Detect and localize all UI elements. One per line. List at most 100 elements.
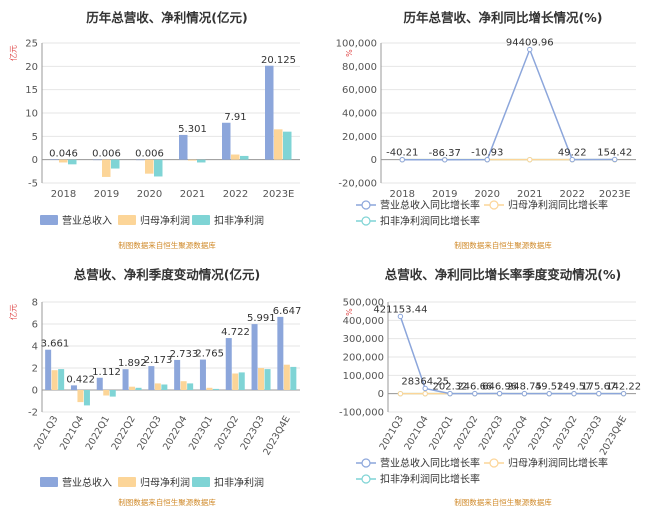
data-label: 154.42 <box>597 147 632 158</box>
x-tick-label: 2023E <box>263 189 295 200</box>
legend-swatch <box>118 215 136 225</box>
annual-growth-rate-chart: 历年总营收、净利同比增长情况(%)% 制图数据来自恒生聚源数据库 -20,000 0 2… <box>336 10 636 250</box>
series-line <box>399 316 624 395</box>
bar <box>265 65 274 160</box>
point <box>527 46 533 53</box>
x-tick-label: 2018 <box>51 189 76 200</box>
data-label: 0.006 <box>92 149 121 160</box>
legend-swatch <box>192 215 210 225</box>
x-tick-label: 2023Q3 <box>239 414 267 452</box>
x-tick-label: 2020 <box>475 189 500 200</box>
bar <box>77 390 84 403</box>
quarterly-growth-rate-chart: 总营收、净利同比增长率季度变动情况(%)% 制图数据来自恒生聚源数据库 -100,0… <box>339 267 641 507</box>
bar <box>70 385 77 390</box>
y-tick-label: 60,000 <box>342 85 377 96</box>
y-tick-label: 100,000 <box>336 39 377 50</box>
point <box>612 156 618 163</box>
y-tick-label: 200,000 <box>343 353 384 364</box>
y-tick-label: 0 <box>32 155 38 166</box>
bar <box>45 349 52 390</box>
data-label: 94409.96 <box>506 38 554 49</box>
chart-title: 总营收、净利季度变动情况(亿元) <box>74 267 260 282</box>
x-tick-label: 2021 <box>517 189 542 200</box>
legend-label: 归母净利润同比增长率 <box>508 199 608 212</box>
x-tick-label: 2022Q2 <box>110 414 138 452</box>
x-tick-label: 2022Q4 <box>161 414 189 452</box>
x-tick-label: 2018 <box>390 189 415 200</box>
bar <box>58 369 65 390</box>
unit-label: % <box>345 49 354 57</box>
data-label: 0.046 <box>49 148 78 159</box>
bar <box>240 155 249 160</box>
data-label: 248.75 <box>507 382 542 393</box>
legend-label: 扣非净利润 <box>214 476 264 489</box>
legend-label: 归母净利润同比增长率 <box>508 457 608 470</box>
unit-label: % <box>345 308 354 316</box>
source-note: 制图数据来自恒生聚源数据库 <box>454 497 552 507</box>
data-label: 175.67 <box>581 382 616 393</box>
legend-label: 营业总收入 <box>62 214 112 227</box>
x-tick-label: 2019 <box>432 189 457 200</box>
point <box>422 385 428 392</box>
bar <box>122 369 129 390</box>
data-label: 142.22 <box>606 382 641 393</box>
bar <box>187 383 194 390</box>
data-label: 1.112 <box>92 367 121 378</box>
point <box>397 390 404 397</box>
bar <box>222 122 231 160</box>
legend-label: 营业总收入同比增长率 <box>380 199 480 212</box>
bar <box>59 159 68 163</box>
legend-marker <box>489 458 499 468</box>
legend-marker <box>361 200 371 210</box>
bar <box>148 366 155 390</box>
y-tick-label: 4 <box>32 342 38 353</box>
bar <box>96 377 103 390</box>
legend-label: 归母净利润 <box>140 476 190 489</box>
source-note: 制图数据来自恒生聚源数据库 <box>454 240 552 250</box>
x-tick-label: 2022Q1 <box>84 414 112 452</box>
data-label: 1.892 <box>118 358 147 369</box>
y-tick-label: 40,000 <box>342 109 377 120</box>
data-label: 20.125 <box>261 55 296 66</box>
point <box>447 390 453 397</box>
x-tick-label: 2023Q2 <box>213 414 241 452</box>
data-label: 646.96 <box>482 382 517 393</box>
bar <box>136 159 145 161</box>
point <box>521 390 528 397</box>
legend-swatch <box>40 215 58 225</box>
bar <box>231 154 240 160</box>
legend-marker <box>361 216 371 226</box>
y-tick-label: -2 <box>28 408 38 419</box>
bar <box>258 368 265 390</box>
y-tick-label: -100,000 <box>339 408 384 419</box>
bar <box>161 384 168 390</box>
bar <box>206 387 213 390</box>
data-label: -40.21 <box>386 148 418 159</box>
bar <box>274 129 283 160</box>
chart-title: 总营收、净利同比增长率季度变动情况(%) <box>385 267 621 282</box>
data-label: -86.37 <box>429 148 461 159</box>
unit-label: 亿元 <box>8 45 18 61</box>
bar <box>199 359 206 390</box>
bar <box>179 134 188 160</box>
y-tick-label: -20,000 <box>338 179 377 190</box>
bar <box>197 159 206 163</box>
x-tick-label: 2023E <box>599 189 631 200</box>
bar <box>145 159 154 174</box>
legend-swatch <box>118 477 136 487</box>
annual-revenue-profit-chart: 历年总营收、净利情况(亿元)亿元制图数据来自恒生聚源数据库-5051015202… <box>8 10 300 250</box>
bar <box>277 316 284 390</box>
y-tick-label: 15 <box>25 85 38 96</box>
point <box>397 313 404 320</box>
x-tick-label: 2020 <box>137 189 162 200</box>
legend-label: 归母净利润 <box>140 214 190 227</box>
y-tick-label: 10 <box>25 109 38 120</box>
bar <box>238 372 245 390</box>
series-line <box>402 47 615 161</box>
bar <box>154 383 161 390</box>
point <box>527 156 533 163</box>
bar <box>51 370 58 390</box>
y-tick-label: 25 <box>25 39 38 50</box>
bar <box>135 387 142 390</box>
